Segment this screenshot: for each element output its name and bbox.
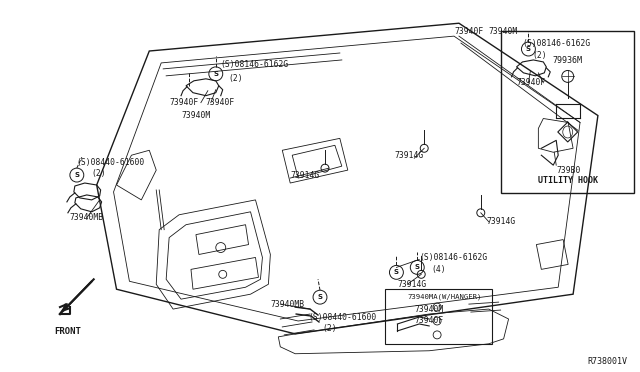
Text: (2): (2) bbox=[532, 51, 547, 61]
Text: 73914G: 73914G bbox=[397, 280, 427, 289]
Text: 73940MB: 73940MB bbox=[270, 299, 305, 309]
Text: (S)08146-6162G: (S)08146-6162G bbox=[419, 253, 488, 262]
Text: (S)08146-6162G: (S)08146-6162G bbox=[221, 60, 289, 70]
Text: 73940F: 73940F bbox=[206, 98, 235, 107]
Text: 73940F: 73940F bbox=[454, 27, 483, 36]
Text: S: S bbox=[213, 71, 218, 77]
Text: (2): (2) bbox=[322, 324, 337, 333]
Text: (S)08146-6162G: (S)08146-6162G bbox=[522, 39, 591, 48]
Text: S: S bbox=[394, 269, 399, 275]
Text: FRONT: FRONT bbox=[54, 327, 81, 336]
Bar bbox=[501, 31, 634, 193]
Text: 73914G: 73914G bbox=[290, 171, 319, 180]
Text: 79936M: 79936M bbox=[553, 56, 583, 65]
Text: 73940MA(W/HANGER): 73940MA(W/HANGER) bbox=[407, 294, 482, 301]
Text: 73940MB: 73940MB bbox=[70, 213, 104, 222]
Text: 73940F: 73940F bbox=[414, 317, 444, 326]
Text: 73914G: 73914G bbox=[487, 217, 516, 226]
Text: (2): (2) bbox=[92, 169, 106, 177]
Text: (S)08440-61600: (S)08440-61600 bbox=[77, 158, 145, 167]
Text: R738001V: R738001V bbox=[588, 357, 628, 366]
Text: 73940F: 73940F bbox=[516, 78, 546, 87]
Text: UTILITY HOOK: UTILITY HOOK bbox=[538, 176, 598, 185]
Text: 73940F: 73940F bbox=[169, 98, 198, 107]
Text: S: S bbox=[74, 172, 79, 178]
Text: (S)08440-61600: (S)08440-61600 bbox=[308, 312, 376, 321]
Text: 73940M: 73940M bbox=[489, 27, 518, 36]
Text: S: S bbox=[317, 294, 323, 300]
Text: (2): (2) bbox=[228, 74, 243, 83]
Text: 73914G: 73914G bbox=[394, 151, 424, 160]
Text: S: S bbox=[415, 264, 420, 270]
Bar bbox=[385, 289, 492, 344]
Text: 73940M: 73940M bbox=[181, 111, 211, 120]
Text: (4): (4) bbox=[431, 265, 446, 274]
Text: 739B0: 739B0 bbox=[556, 166, 580, 174]
Text: 73940M: 73940M bbox=[414, 305, 444, 314]
Text: S: S bbox=[526, 46, 531, 52]
